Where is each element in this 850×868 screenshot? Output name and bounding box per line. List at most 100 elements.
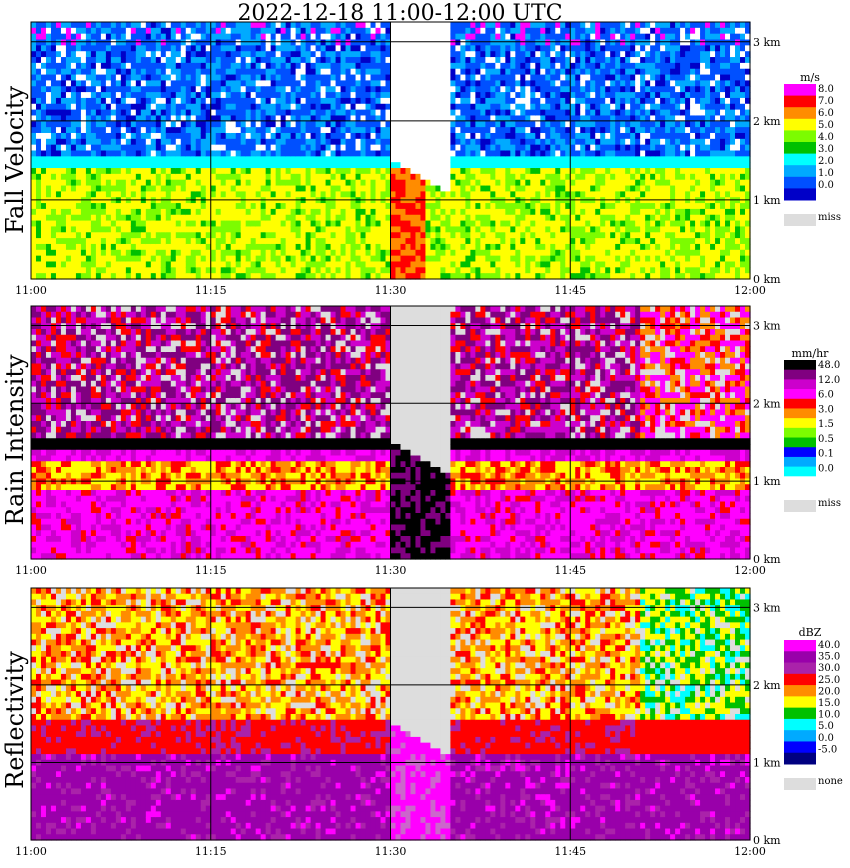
legend-missing-swatch (784, 778, 816, 790)
legend-swatch (784, 466, 816, 477)
legend-label: 4.0 (818, 132, 834, 143)
legend-label: 6.0 (818, 390, 834, 401)
legend-swatch (784, 95, 816, 108)
legend-label: 1.5 (818, 419, 834, 430)
panel-1-legend: 8.07.06.05.04.03.02.01.00.0 miss (784, 84, 841, 226)
legend-swatch (784, 130, 816, 143)
legend-swatch (784, 107, 816, 120)
panel-3-legend-unit: dBZ (798, 626, 822, 639)
legend-swatch (784, 718, 816, 731)
panel-3-ytick: 3 km (753, 601, 781, 614)
legend-swatch (784, 427, 816, 439)
legend-swatch (784, 437, 816, 448)
legend-label: 10.0 (818, 710, 840, 721)
legend-label: 0.0 (818, 463, 834, 474)
panel-3-ytick: 1 km (753, 756, 781, 769)
panel-2-xtick: 11:00 (15, 564, 47, 577)
panel-2-ytick: 2 km (753, 397, 781, 410)
panel-1-xtick: 11:30 (375, 284, 407, 297)
panel-1-xtick: 12:00 (734, 284, 766, 297)
legend-label: 7.0 (818, 96, 834, 107)
legend-swatch (784, 476, 816, 487)
legend-swatch (784, 685, 816, 697)
legend-label: 1.0 (818, 168, 834, 179)
panel-3-legend: 40.035.030.025.020.015.010.05.00.0-5.0 no… (784, 640, 843, 790)
legend-swatch (784, 651, 816, 664)
panel-1-heatmap (31, 22, 751, 280)
legend-label: 48.0 (818, 360, 840, 371)
legend-label: 5.0 (818, 721, 834, 732)
panel-2-xtick: 11:15 (195, 564, 227, 577)
legend-swatch (784, 741, 816, 754)
legend-swatch (784, 369, 816, 380)
legend-swatch (784, 408, 816, 419)
panel-2-ytick: 0 km (753, 553, 781, 566)
panel-2-legend-unit: mm/hr (791, 347, 829, 360)
legend-swatch (784, 447, 816, 458)
panel-2-xtick: 12:00 (734, 564, 766, 577)
legend-swatch (784, 118, 816, 131)
panel-1-xtick: 11:45 (554, 284, 586, 297)
legend-label: 25.0 (818, 675, 840, 686)
panel-3-ytick: 0 km (753, 834, 781, 847)
legend-label: -5.0 (818, 744, 837, 755)
legend-swatch (784, 165, 816, 178)
legend-swatch (784, 456, 816, 468)
legend-swatch (784, 418, 816, 429)
panel-2-ytick: 1 km (753, 475, 781, 488)
legend-missing-label: miss (818, 498, 841, 509)
panel-3-xtick: 11:15 (195, 845, 227, 858)
legend-missing-label: none (818, 776, 843, 787)
legend-label: 0.5 (818, 434, 834, 445)
legend-swatch (784, 176, 816, 189)
panel-2-legend: 48.0 12.0 6.0 3.0 1.5 0.5 0.1 0.0 miss (784, 360, 841, 512)
legend-label: 6.0 (818, 108, 834, 119)
panel-1-xtick: 11:00 (15, 284, 47, 297)
panel-3-xtick: 12:00 (734, 845, 766, 858)
legend-label: 5.0 (818, 120, 834, 131)
panel-2-xtick: 11:45 (554, 564, 586, 577)
legend-swatch (784, 142, 816, 155)
legend-swatch (784, 730, 816, 742)
legend-label: 3.0 (818, 144, 834, 155)
legend-swatch (784, 673, 816, 686)
legend-swatch (784, 640, 816, 652)
legend-label: 30.0 (818, 663, 840, 674)
panel-3-xtick: 11:00 (15, 845, 47, 858)
legend-swatch (784, 696, 816, 709)
panel-3-xtick: 11:30 (375, 845, 407, 858)
legend-swatch (784, 188, 816, 201)
legend-label: 40.0 (818, 640, 840, 651)
legend-label: 20.0 (818, 686, 840, 697)
legend-swatch (784, 662, 816, 675)
panel-2-ytick: 3 km (753, 319, 781, 332)
legend-swatch (784, 153, 816, 166)
panel-2-heatmap (31, 306, 751, 560)
legend-label: 0.0 (818, 180, 834, 191)
panel-3-ytick: 2 km (753, 679, 781, 692)
panel-1-ytick: 2 km (753, 115, 781, 128)
legend-label: 12.0 (818, 375, 840, 386)
panel-1-xtick: 11:15 (195, 284, 227, 297)
legend-label: 8.0 (818, 84, 834, 95)
panel-1-ytick: 1 km (753, 194, 781, 207)
legend-label: 3.0 (818, 404, 834, 415)
legend-swatch (784, 379, 816, 390)
panel-3-xtick: 11:45 (554, 845, 586, 858)
legend-missing-swatch (784, 500, 816, 512)
panel-1-ytick: 0 km (753, 273, 781, 286)
panel-3-heatmap (31, 588, 751, 841)
legend-missing-label: miss (818, 212, 841, 223)
legend-swatch (784, 398, 816, 409)
legend-label: 35.0 (818, 652, 840, 663)
legend-swatch (784, 84, 816, 97)
panel-1-legend-unit: m/s (800, 71, 820, 84)
legend-label: 0.1 (818, 449, 834, 460)
legend-swatch (784, 389, 816, 400)
legend-missing-swatch (784, 214, 816, 226)
legend-swatch (784, 707, 816, 720)
panel-1-ytick: 3 km (753, 36, 781, 49)
legend-swatch (784, 752, 816, 765)
legend-label: 0.0 (818, 733, 834, 744)
